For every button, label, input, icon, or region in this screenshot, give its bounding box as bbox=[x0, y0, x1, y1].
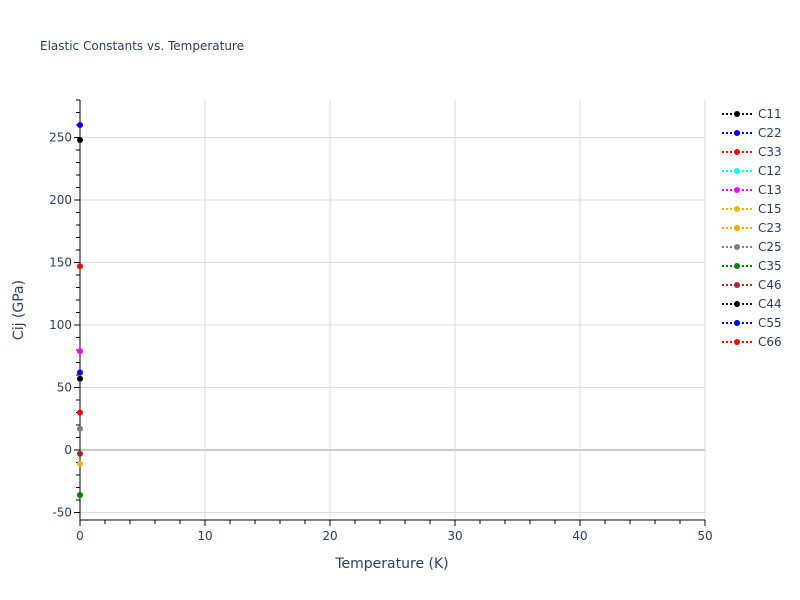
legend-marker bbox=[734, 168, 740, 174]
x-tick-label-5: 50 bbox=[697, 529, 712, 543]
legend-item-C66[interactable]: C66 bbox=[722, 335, 782, 349]
x-tick-label-3: 30 bbox=[447, 529, 462, 543]
legend-marker bbox=[734, 111, 740, 117]
point-C25 bbox=[77, 425, 83, 432]
legend-marker bbox=[734, 206, 740, 212]
legend-label: C46 bbox=[758, 278, 782, 292]
legend-marker bbox=[734, 320, 740, 326]
y-tick-label-3: 100 bbox=[49, 318, 72, 332]
legend-item-C23[interactable]: C23 bbox=[722, 221, 782, 235]
legend-label: C15 bbox=[758, 202, 782, 216]
legend-label: C35 bbox=[758, 259, 782, 273]
point-C15 bbox=[77, 460, 83, 467]
point-C33 bbox=[77, 263, 83, 270]
legend-label: C22 bbox=[758, 126, 782, 140]
legend-marker bbox=[734, 244, 740, 250]
legend-item-C15[interactable]: C15 bbox=[722, 202, 782, 216]
x-tick-label-4: 40 bbox=[572, 529, 587, 543]
y-tick-label-5: 200 bbox=[49, 193, 72, 207]
y-tick-label-4: 150 bbox=[49, 256, 72, 270]
legend-marker bbox=[734, 225, 740, 231]
y-tick-label-0: -50 bbox=[52, 506, 72, 520]
legend-label: C11 bbox=[758, 107, 782, 121]
axes: 0 10 20 30 40 50 -50 0 50 100 150 200 250 bbox=[49, 99, 713, 543]
legend-label: C33 bbox=[758, 145, 782, 159]
point-C35 bbox=[77, 492, 83, 498]
legend-marker bbox=[734, 149, 740, 155]
legend-item-C55[interactable]: C55 bbox=[722, 316, 782, 330]
point-C13 bbox=[77, 348, 83, 355]
legend-item-C22[interactable]: C22 bbox=[722, 126, 782, 140]
legend-marker bbox=[734, 282, 740, 288]
legend[interactable]: C11 C22 C33 C12 C13 C15 C23 C25 C35 C46 C44 C55 C66 bbox=[722, 107, 782, 349]
legend-item-C11[interactable]: C11 bbox=[722, 107, 782, 121]
x-tick-label-0: 0 bbox=[76, 529, 84, 543]
legend-item-C46[interactable]: C46 bbox=[722, 278, 782, 292]
point-C66 bbox=[77, 409, 83, 416]
legend-marker bbox=[734, 263, 740, 269]
legend-label: C23 bbox=[758, 221, 782, 235]
point-C44 bbox=[77, 375, 83, 382]
chart-title: Elastic Constants vs. Temperature bbox=[40, 39, 244, 53]
x-tick-label-1: 10 bbox=[197, 529, 212, 543]
legend-item-C25[interactable]: C25 bbox=[722, 240, 782, 254]
legend-marker bbox=[734, 339, 740, 345]
legend-label: C12 bbox=[758, 164, 782, 178]
y-axis-label: Cij (GPa) bbox=[11, 280, 27, 340]
x-tick-label-2: 20 bbox=[322, 529, 337, 543]
legend-item-C13[interactable]: C13 bbox=[722, 183, 782, 197]
legend-item-C12[interactable]: C12 bbox=[722, 164, 782, 178]
legend-label: C25 bbox=[758, 240, 782, 254]
legend-label: C66 bbox=[758, 335, 782, 349]
legend-item-C33[interactable]: C33 bbox=[722, 145, 782, 159]
point-C22 bbox=[77, 122, 83, 128]
data-marks bbox=[77, 122, 83, 498]
legend-marker bbox=[734, 187, 740, 193]
grid bbox=[80, 100, 706, 520]
legend-label: C55 bbox=[758, 316, 782, 330]
y-tick-label-1: 0 bbox=[64, 443, 72, 457]
legend-marker bbox=[734, 301, 740, 307]
legend-item-C44[interactable]: C44 bbox=[722, 297, 782, 311]
legend-label: C44 bbox=[758, 297, 782, 311]
point-C46 bbox=[77, 450, 83, 457]
point-C11 bbox=[77, 137, 83, 143]
y-tick-label-6: 250 bbox=[49, 131, 72, 145]
y-tick-label-2: 50 bbox=[57, 381, 72, 395]
legend-marker bbox=[734, 130, 740, 136]
legend-label: C13 bbox=[758, 183, 782, 197]
point-C55 bbox=[77, 369, 83, 376]
legend-item-C35[interactable]: C35 bbox=[722, 259, 782, 273]
x-axis-label: Temperature (K) bbox=[334, 556, 448, 572]
